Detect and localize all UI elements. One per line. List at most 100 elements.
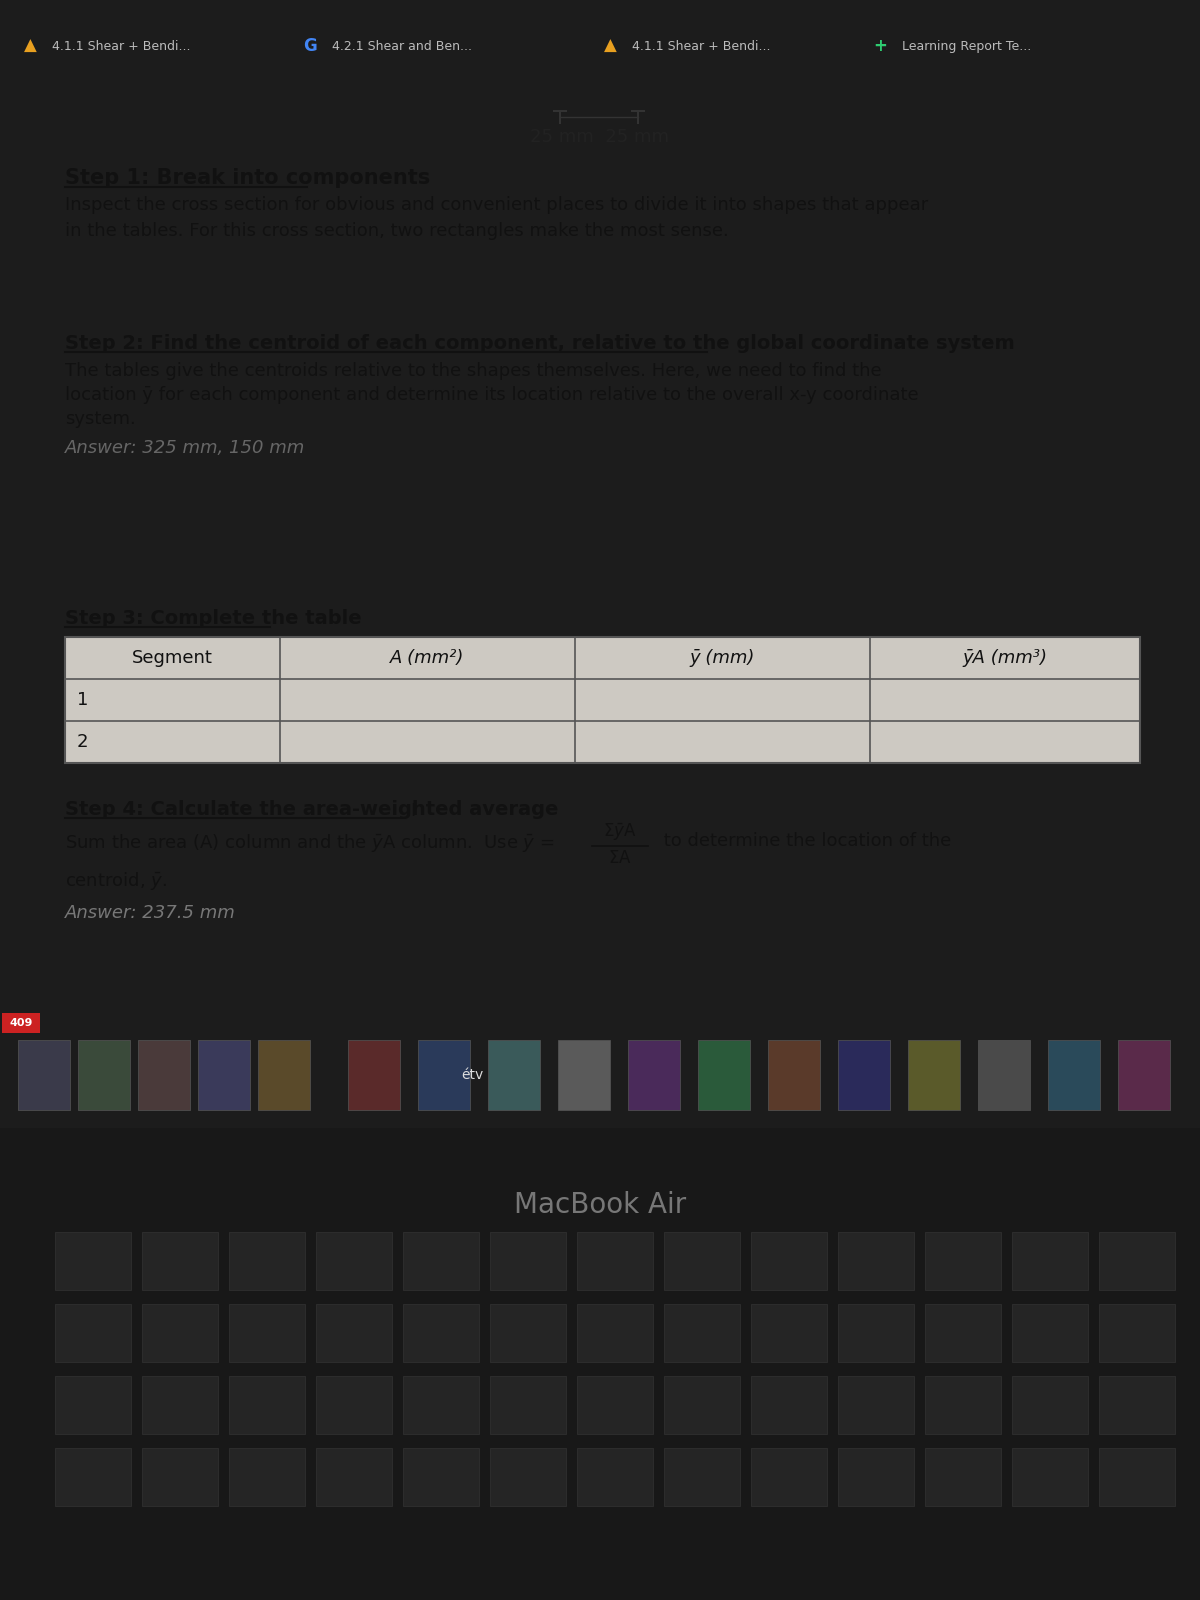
Bar: [838, 1040, 890, 1110]
Bar: [751, 1448, 827, 1506]
Text: to determine the location of the: to determine the location of the: [658, 832, 952, 850]
Text: Answer: 237.5 mm: Answer: 237.5 mm: [65, 904, 235, 922]
Text: Inspect the cross section for obvious and convenient places to divide it into sh: Inspect the cross section for obvious an…: [65, 197, 929, 240]
Text: 4.2.1 Shear and Ben...: 4.2.1 Shear and Ben...: [332, 40, 472, 53]
Text: location ȳ for each component and determine its location relative to the overall: location ȳ for each component and determ…: [65, 386, 919, 403]
Bar: [490, 1304, 566, 1362]
Text: ȳ (mm): ȳ (mm): [690, 650, 755, 667]
Bar: [1099, 1304, 1175, 1362]
Bar: [258, 1040, 310, 1110]
Bar: [490, 1376, 566, 1434]
Bar: [142, 1304, 218, 1362]
Text: +: +: [874, 37, 887, 54]
Bar: [316, 1448, 392, 1506]
Bar: [1099, 1448, 1175, 1506]
Bar: [403, 1448, 479, 1506]
Bar: [198, 1040, 250, 1110]
Bar: [55, 1304, 131, 1362]
Text: Answer: 325 mm, 150 mm: Answer: 325 mm, 150 mm: [65, 438, 305, 456]
Text: étv: étv: [461, 1069, 484, 1082]
Bar: [558, 1040, 610, 1110]
Text: MacBook Air: MacBook Air: [514, 1190, 686, 1219]
Bar: [664, 1232, 740, 1290]
Bar: [2, 1013, 40, 1034]
Bar: [908, 1040, 960, 1110]
Text: 4.1.1 Shear + Bendi...: 4.1.1 Shear + Bendi...: [52, 40, 191, 53]
Text: ȳA (mm³): ȳA (mm³): [962, 650, 1048, 667]
Bar: [1012, 1448, 1088, 1506]
Bar: [316, 1232, 392, 1290]
Bar: [65, 637, 1140, 763]
Text: ▲: ▲: [604, 37, 617, 54]
Bar: [628, 1040, 680, 1110]
Bar: [1099, 1376, 1175, 1434]
Text: Step 3: Complete the table: Step 3: Complete the table: [65, 610, 361, 629]
Bar: [142, 1232, 218, 1290]
Bar: [1012, 1304, 1088, 1362]
Text: Step 4: Calculate the area-weighted average: Step 4: Calculate the area-weighted aver…: [65, 800, 558, 819]
Bar: [925, 1448, 1001, 1506]
Bar: [768, 1040, 820, 1110]
Text: 2: 2: [77, 733, 89, 752]
Bar: [751, 1232, 827, 1290]
Bar: [490, 1448, 566, 1506]
Bar: [577, 1448, 653, 1506]
Bar: [403, 1304, 479, 1362]
Text: G: G: [304, 37, 317, 54]
Bar: [751, 1376, 827, 1434]
Bar: [229, 1376, 305, 1434]
Text: 409: 409: [10, 1018, 32, 1029]
Text: Step 2: Find the centroid of each component, relative to the global coordinate s: Step 2: Find the centroid of each compon…: [65, 333, 1015, 352]
Bar: [55, 1232, 131, 1290]
Bar: [751, 1304, 827, 1362]
Bar: [138, 1040, 190, 1110]
Text: ▲: ▲: [24, 37, 36, 54]
Text: 4.1.1 Shear + Bendi...: 4.1.1 Shear + Bendi...: [632, 40, 770, 53]
Bar: [316, 1376, 392, 1434]
Bar: [838, 1232, 914, 1290]
Bar: [142, 1376, 218, 1434]
Text: Segment: Segment: [132, 650, 212, 667]
Bar: [577, 1376, 653, 1434]
Bar: [664, 1448, 740, 1506]
Bar: [229, 1304, 305, 1362]
Bar: [418, 1040, 470, 1110]
Text: 1: 1: [77, 691, 89, 709]
Text: Learning Report Te...: Learning Report Te...: [902, 40, 1031, 53]
Bar: [925, 1232, 1001, 1290]
Text: I: I: [410, 802, 416, 819]
Bar: [348, 1040, 400, 1110]
Bar: [664, 1376, 740, 1434]
Bar: [490, 1232, 566, 1290]
Bar: [577, 1232, 653, 1290]
Text: 25 mm  25 mm: 25 mm 25 mm: [530, 128, 670, 146]
Bar: [55, 1376, 131, 1434]
Text: A (mm²): A (mm²): [390, 650, 464, 667]
Bar: [1012, 1376, 1088, 1434]
Bar: [664, 1304, 740, 1362]
Bar: [142, 1448, 218, 1506]
Bar: [1048, 1040, 1100, 1110]
Bar: [403, 1376, 479, 1434]
Text: The tables give the centroids relative to the shapes themselves. Here, we need t: The tables give the centroids relative t…: [65, 362, 882, 379]
Bar: [403, 1232, 479, 1290]
Text: $\Sigma\bar{y}$A: $\Sigma\bar{y}$A: [604, 821, 637, 843]
Bar: [1118, 1040, 1170, 1110]
Bar: [1012, 1232, 1088, 1290]
Bar: [577, 1304, 653, 1362]
Bar: [316, 1304, 392, 1362]
Text: system.: system.: [65, 410, 136, 427]
Bar: [838, 1448, 914, 1506]
Bar: [978, 1040, 1030, 1110]
Bar: [229, 1232, 305, 1290]
Text: $\Sigma$A: $\Sigma$A: [608, 848, 632, 867]
Text: centroid, $\bar{y}$.: centroid, $\bar{y}$.: [65, 870, 167, 891]
Bar: [78, 1040, 130, 1110]
Bar: [698, 1040, 750, 1110]
Bar: [925, 1304, 1001, 1362]
Bar: [18, 1040, 70, 1110]
Bar: [55, 1448, 131, 1506]
Bar: [488, 1040, 540, 1110]
Bar: [838, 1376, 914, 1434]
Bar: [1099, 1232, 1175, 1290]
